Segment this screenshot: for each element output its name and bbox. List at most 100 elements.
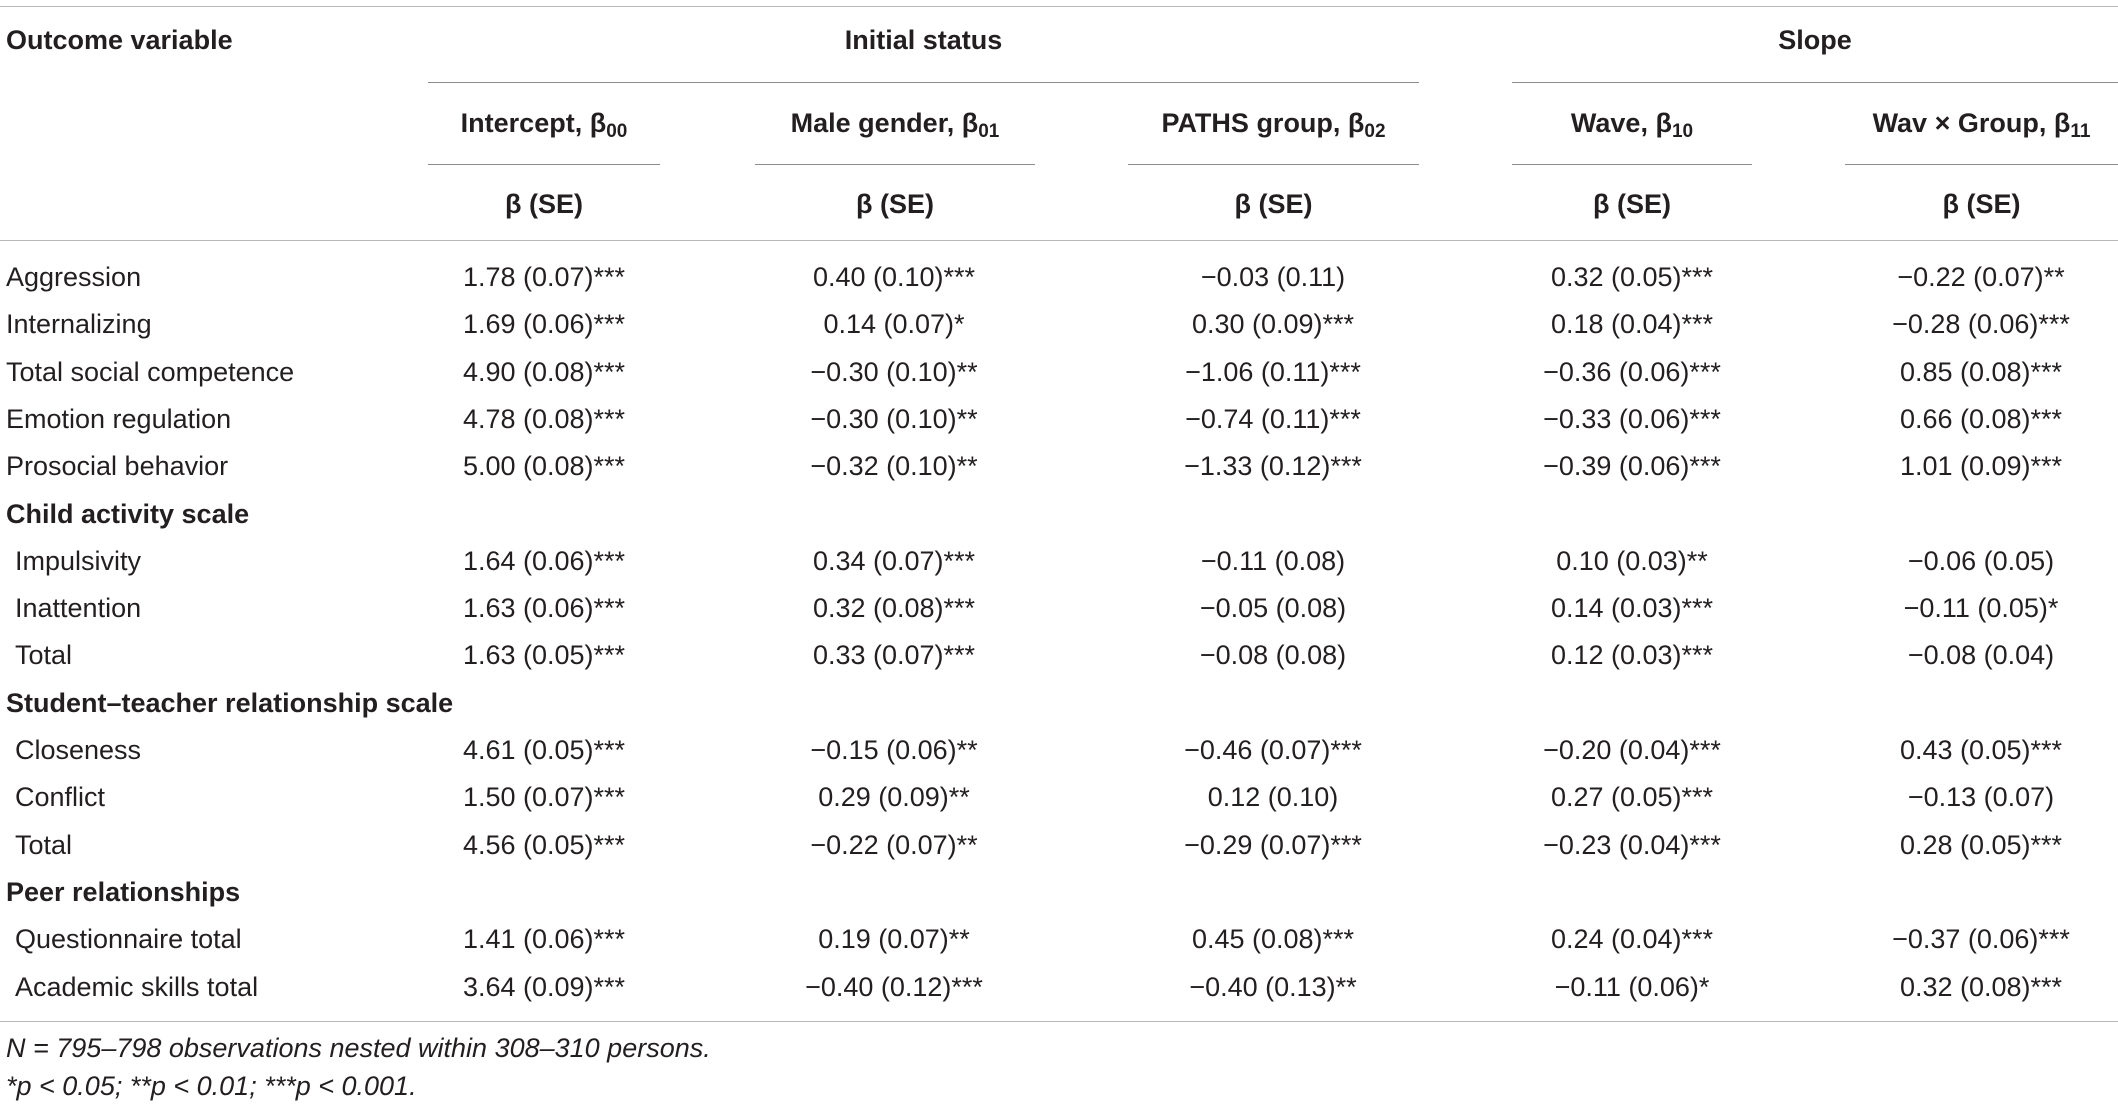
table-cell: −0.29 (0.07)*** [1184,830,1362,860]
table-cell: 0.30 (0.09)*** [1191,309,1355,339]
table-cell: 5.00 (0.08)*** [462,451,626,481]
table-cell: 4.90 (0.08)*** [462,357,626,387]
table-cell: 0.24 (0.04)*** [1550,924,1714,954]
table-cell: 4.78 (0.08)*** [462,404,626,434]
column-header-rule-2 [1128,164,1419,165]
table-cell: 0.32 (0.05)*** [1550,262,1714,292]
row-label: Emotion regulation [6,404,232,434]
table-cell: 0.32 (0.08)*** [1899,972,2063,1002]
footnote-n: N = 795–798 observations nested within 3… [6,1033,711,1063]
table-cell: −0.74 (0.11)*** [1185,404,1361,434]
column-header-rule-4 [1845,164,2118,165]
table-cell: 1.78 (0.07)*** [462,262,626,292]
row-label: Internalizing [6,309,152,339]
table-cell: −0.11 (0.05)* [1903,593,2059,623]
column-header-0: Intercept, β00 [388,107,700,141]
table-cell: −0.03 (0.11) [1200,262,1346,292]
table-cell: −0.15 (0.06)** [810,735,978,765]
table-cell: −0.39 (0.06)*** [1543,451,1721,481]
group-header-slope: Slope [1778,25,1852,55]
table-cell: −0.22 (0.07)** [810,830,978,860]
table-cell: 1.69 (0.06)*** [462,309,626,339]
column-header-3: Wave, β10 [1472,107,1792,142]
table-cell: 0.19 (0.07)** [818,924,970,954]
table-cell: −0.11 (0.06)* [1554,972,1710,1002]
row-label: Aggression [6,262,142,292]
table-cell: −0.20 (0.04)*** [1543,735,1721,765]
row-label: Prosocial behavior [6,451,229,481]
table-cell: 0.12 (0.10) [1207,782,1339,812]
table-top-rule [0,6,2118,7]
table-cell: −0.33 (0.06)*** [1543,404,1721,434]
table-cell: 0.85 (0.08)*** [1899,357,2063,387]
table-cell: 0.12 (0.03)*** [1550,640,1714,670]
column-stat-label-2: β (SE) [1234,189,1313,219]
table-cell: 0.40 (0.10)*** [812,262,976,292]
row-label: Questionnaire total [15,924,242,954]
table-cell: 0.43 (0.05)*** [1899,735,2063,765]
row-label: Total [15,830,73,860]
column-stat-label-4: β (SE) [1942,189,2021,219]
table-cell: −0.13 (0.07) [1907,782,2055,812]
table-cell: 0.27 (0.05)*** [1550,782,1714,812]
table-cell: −0.11 (0.08) [1200,546,1346,576]
table-cell: −0.05 (0.08) [1199,593,1347,623]
column-header-rule-1 [755,164,1035,165]
table-cell: 4.56 (0.05)*** [462,830,626,860]
section-header: Peer relationships [6,877,241,907]
table-cell: 0.29 (0.09)** [818,782,970,812]
header-bottom-rule [0,240,2118,241]
table-cell: −0.06 (0.05) [1907,546,2055,576]
column-stat-label-1: β (SE) [856,189,934,219]
table-bottom-rule [0,1021,2118,1022]
table-cell: −1.33 (0.12)*** [1184,451,1362,481]
row-label: Impulsivity [15,546,142,576]
column-header-subscript: 02 [1364,121,1386,142]
table-cell: 3.64 (0.09)*** [462,972,626,1002]
outcome-variable-header: Outcome variable [6,25,233,55]
table-cell: 0.32 (0.08)*** [812,593,976,623]
slope-rule [1512,82,2118,83]
table-cell: 1.01 (0.09)*** [1899,451,2063,481]
column-header-subscript: 11 [2070,121,2091,142]
column-header-label: Wave, β [1570,108,1672,138]
row-label: Conflict [15,782,106,812]
initial-status-rule [428,82,1419,83]
section-header: Student–teacher relationship scale [6,688,454,718]
table-cell: −0.22 (0.07)** [1897,262,2065,292]
table-cell: −0.30 (0.10)** [810,404,978,434]
table-cell: −0.40 (0.13)** [1189,972,1357,1002]
table-cell: 4.61 (0.05)*** [462,735,626,765]
table-cell: −0.46 (0.07)*** [1184,735,1362,765]
table-cell: −0.32 (0.10)** [810,451,978,481]
table-cell: 0.18 (0.04)*** [1550,309,1714,339]
column-header-rule-3 [1512,164,1752,165]
column-header-2: PATHS group, β02 [1088,107,1459,142]
table-cell: −0.36 (0.06)*** [1543,357,1721,387]
table-cell: 0.10 (0.03)** [1556,546,1708,576]
table-cell: 0.66 (0.08)*** [1899,404,2063,434]
column-header-4: Wav × Group, β11 [1805,107,2118,142]
table-cell: −0.08 (0.08) [1199,640,1347,670]
column-stat-label-3: β (SE) [1593,189,1671,219]
group-header-initial-status: Initial status [844,25,1003,55]
footnote-significance: *p < 0.05; **p < 0.01; ***p < 0.001. [6,1071,417,1101]
table-cell: −0.08 (0.04) [1907,640,2055,670]
table-cell: 0.28 (0.05)*** [1899,830,2063,860]
column-header-label: PATHS group, β [1161,108,1365,138]
table-cell: 0.14 (0.03)*** [1550,593,1714,623]
column-header-subscript: 10 [1671,121,1694,142]
table-cell: 0.45 (0.08)*** [1191,924,1355,954]
table-cell: −1.06 (0.11)*** [1185,357,1361,387]
row-label: Closeness [15,735,142,765]
column-header-1: Male gender, β01 [715,107,1075,142]
column-header-subscript: 01 [978,121,1000,142]
table-cell: −0.37 (0.06)*** [1892,924,2070,954]
column-header-label: Intercept, β [460,108,607,138]
table-cell: −0.23 (0.04)*** [1543,830,1721,860]
row-label: Inattention [15,593,142,623]
column-stat-label-0: β (SE) [505,189,583,219]
table-cell: 1.41 (0.06)*** [462,924,626,954]
row-label: Total social competence [6,357,295,387]
